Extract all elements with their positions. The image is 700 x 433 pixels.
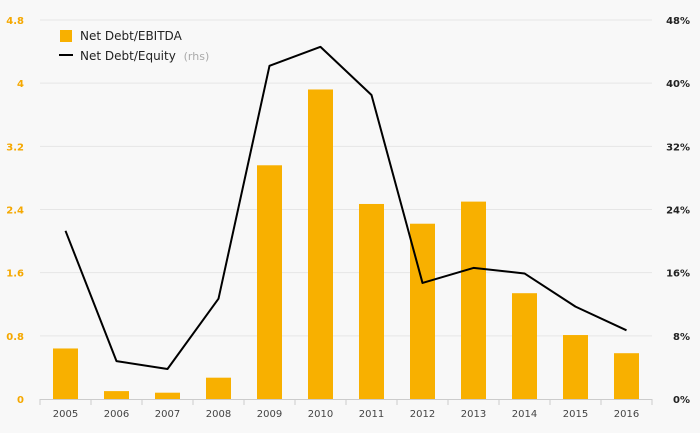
y-left-tick-label: 4: [17, 79, 24, 90]
y-left-tick-label: 1.6: [6, 269, 24, 280]
y-left-tick-label: 2.4: [6, 206, 24, 217]
axes: 0 0% 0.8 8% 1.6 16% 2.4 24% 3.2 32% 4 40% 4.8 48% 2005…: [6, 16, 690, 420]
legend-note: (rhs): [184, 50, 210, 63]
legend-swatch-bar: [60, 30, 72, 42]
bar-2010: [308, 89, 333, 399]
x-tick-label: 2009: [257, 409, 282, 420]
x-tick-label: 2011: [359, 409, 384, 420]
bar-2016: [614, 353, 639, 399]
y-right-tick-label: 8%: [673, 332, 690, 343]
legend-label-bar: Net Debt/EBITDA: [80, 29, 183, 43]
y-left-tick-label: 3.2: [6, 142, 24, 153]
bar-series: [53, 89, 639, 399]
x-tick-label: 2010: [308, 409, 333, 420]
bar-2011: [359, 203, 384, 399]
y-right-tick-label: 40%: [666, 79, 690, 90]
x-tick-label: 2016: [614, 409, 639, 420]
bar-2005: [53, 348, 78, 399]
bar-2015: [563, 335, 588, 399]
x-tick-label: 2005: [53, 409, 78, 420]
line-net-debt-equity: [64, 45, 627, 370]
line-series: [64, 45, 627, 370]
bar-2013: [461, 201, 486, 399]
y-right-tick-label: 0%: [673, 395, 690, 406]
bar-2006: [104, 391, 129, 399]
x-tick-label: 2013: [461, 409, 486, 420]
y-left-tick-label: 4.8: [6, 16, 24, 27]
y-left-tick-label: 0.8: [6, 332, 24, 343]
bar-2008: [206, 377, 231, 399]
x-tick-label: 2006: [104, 409, 129, 420]
legend: Net Debt/EBITDA Net Debt/Equity (rhs): [59, 29, 209, 63]
x-tick-label: 2012: [410, 409, 435, 420]
x-tick-label: 2014: [512, 409, 537, 420]
bar-2009: [257, 165, 282, 399]
legend-label-line: Net Debt/Equity (rhs): [80, 49, 209, 63]
x-tick-label: 2008: [206, 409, 231, 420]
bar-2014: [512, 293, 537, 399]
legend-label-line-name: Net Debt/Equity: [80, 49, 176, 63]
x-tick-label: 2015: [563, 409, 588, 420]
y-left-tick-label: 0: [17, 395, 24, 406]
bar-2007: [155, 392, 180, 399]
y-right-tick-label: 48%: [666, 16, 690, 27]
gridlines: [40, 19, 652, 337]
y-right-tick-label: 24%: [666, 206, 690, 217]
y-right-tick-label: 16%: [666, 269, 690, 280]
y-right-tick-label: 32%: [666, 142, 690, 153]
x-tick-label: 2007: [155, 409, 180, 420]
